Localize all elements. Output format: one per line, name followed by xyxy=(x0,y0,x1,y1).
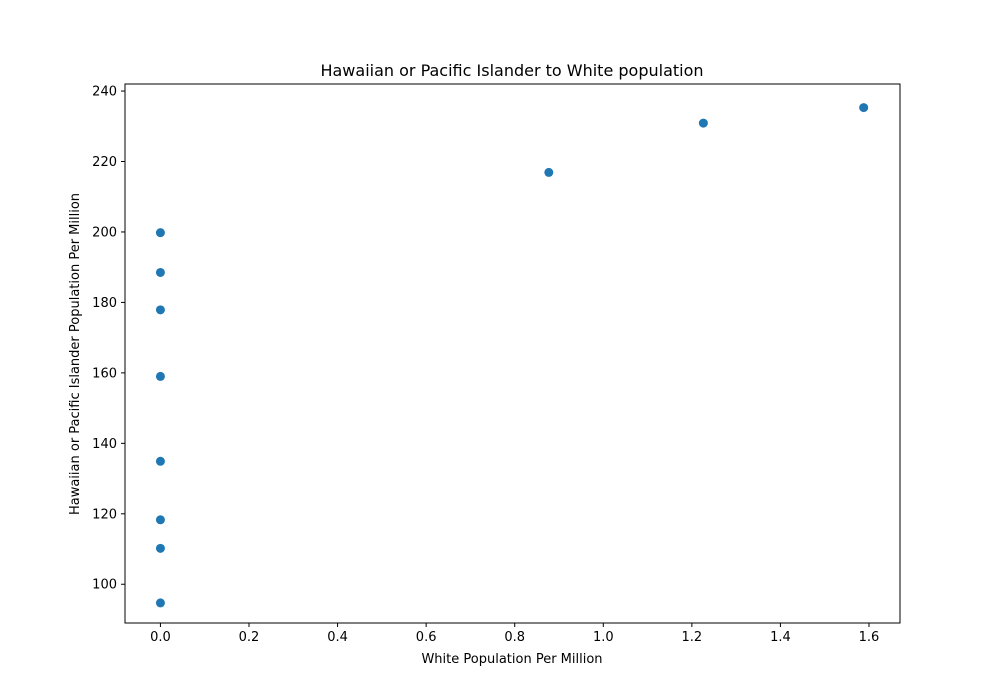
data-point xyxy=(155,515,165,525)
chart-title: Hawaiian or Pacific Islander to White po… xyxy=(320,61,703,80)
axes-frame xyxy=(124,83,901,624)
x-tick-label: 1.2 xyxy=(682,630,703,645)
data-point xyxy=(698,118,708,128)
y-axis: 100 120 140 160 180 200 220 240 xyxy=(92,85,125,593)
x-tick-label: 0.2 xyxy=(239,630,260,645)
y-tick-label: 100 xyxy=(92,578,117,593)
x-tick-label: 0.4 xyxy=(327,630,348,645)
data-point xyxy=(155,267,165,277)
x-axis: 0.0 0.2 0.4 0.6 0.8 1.0 1.2 1.4 1.6 xyxy=(150,623,879,645)
data-point xyxy=(155,598,165,608)
data-point xyxy=(155,543,165,553)
x-tick-label: 1.6 xyxy=(859,630,880,645)
data-point xyxy=(155,305,165,315)
data-point xyxy=(155,456,165,466)
x-tick-label: 0.6 xyxy=(416,630,437,645)
x-tick-label: 0.0 xyxy=(150,630,171,645)
y-tick-label: 160 xyxy=(92,366,117,381)
y-tick-label: 140 xyxy=(92,437,117,452)
x-tick-label: 1.0 xyxy=(593,630,614,645)
x-axis-label: White Population Per Million xyxy=(421,652,602,667)
x-tick-label: 1.4 xyxy=(770,630,791,645)
data-point xyxy=(155,228,165,238)
y-tick-label: 240 xyxy=(92,85,117,100)
data-point xyxy=(544,167,554,177)
y-tick-label: 120 xyxy=(92,507,117,522)
y-tick-label: 200 xyxy=(92,225,117,240)
x-tick-label: 0.8 xyxy=(504,630,525,645)
y-axis-label: Hawaiian or Pacific Islander Population … xyxy=(68,193,83,515)
data-points xyxy=(155,103,869,608)
y-tick-label: 180 xyxy=(92,296,117,311)
data-point xyxy=(859,103,869,113)
y-tick-label: 220 xyxy=(92,155,117,170)
data-point xyxy=(155,371,165,381)
